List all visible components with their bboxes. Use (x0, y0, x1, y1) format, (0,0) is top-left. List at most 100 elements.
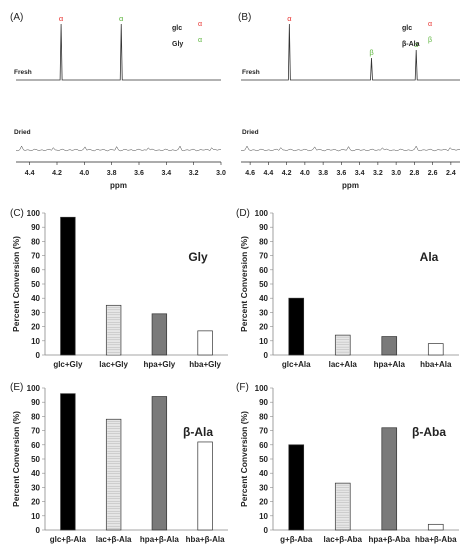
ppm-tick-label: 4.4 (25, 170, 35, 177)
ppm-axis-label: ppm (110, 181, 127, 190)
bar (288, 444, 305, 531)
legend-name: Gly (172, 41, 183, 48)
fresh-spectrum (16, 23, 221, 81)
y-tick-label: 100 (255, 384, 269, 393)
bar (197, 441, 213, 531)
y-tick-label: 50 (259, 280, 268, 289)
y-tick-label: 40 (259, 294, 268, 303)
y-tick-label: 10 (31, 512, 40, 521)
compound-name: β-Aba (412, 425, 446, 439)
y-tick-label: 70 (31, 427, 40, 436)
fresh-label: Fresh (14, 69, 32, 76)
ppm-tick-label: 3.0 (391, 170, 401, 177)
y-tick-label: 40 (31, 294, 40, 303)
ppm-tick-label: 3.4 (161, 170, 171, 177)
y-tick-label: 70 (259, 427, 268, 436)
y-tick-label: 80 (31, 412, 40, 421)
bar (60, 393, 76, 531)
y-tick-label: 10 (31, 337, 40, 346)
y-tick-label: 20 (259, 498, 268, 507)
ppm-tick-label: 3.4 (355, 170, 365, 177)
peak-marker: α (414, 40, 419, 49)
ppm-tick-label: 2.4 (446, 170, 456, 177)
bar-panel: (E) 0 10 20 30 40 50 60 70 80 90 100 Percent Convers… (10, 382, 228, 544)
bar (105, 418, 122, 531)
y-tick-label: 0 (36, 351, 41, 360)
ppm-tick-label: 4.6 (245, 170, 255, 177)
ppm-tick-label: 4.0 (79, 170, 89, 177)
ppm-tick-label: 4.4 (264, 170, 274, 177)
nmr-panels: (A) Fresh Dried α α 4.4 4.2 4.0 3.8 3.6 3.4 3.2 3.0 p… (10, 12, 461, 190)
panel-label: (C) (10, 208, 24, 219)
y-tick-label: 70 (259, 252, 268, 261)
panel-label: (B) (238, 12, 251, 23)
y-tick-label: 20 (259, 323, 268, 332)
panel-label: (A) (10, 12, 23, 23)
bar (334, 334, 351, 356)
legend-symbol: β (428, 37, 432, 44)
x-tick-label: hba+Ala (420, 360, 452, 369)
bar-panel: (D) 0 10 20 30 40 50 60 70 80 90 100 Percent Convers… (236, 208, 459, 369)
bar (427, 523, 444, 531)
bar (334, 482, 351, 531)
peak-marker: β (369, 48, 374, 57)
y-tick-label: 70 (31, 252, 40, 261)
nmr-panel: (A) Fresh Dried α α 4.4 4.2 4.0 3.8 3.6 3.4 3.2 3.0 p… (10, 12, 226, 190)
y-tick-label: 80 (259, 237, 268, 246)
bar (288, 297, 305, 356)
y-tick-label: 100 (255, 209, 269, 218)
ppm-tick-label: 3.8 (318, 170, 328, 177)
x-tick-label: hpa+Ala (374, 360, 406, 369)
bar (381, 427, 398, 531)
legend-symbol: α (198, 37, 202, 44)
ppm-tick-label: 4.2 (282, 170, 292, 177)
bar (60, 216, 76, 356)
ppm-tick-label: 2.6 (428, 170, 438, 177)
compound-name: Gly (188, 250, 208, 264)
ppm-tick-label: 4.2 (52, 170, 62, 177)
dried-spectrum (15, 145, 222, 152)
y-tick-label: 60 (259, 266, 268, 275)
legend-name: glc (172, 25, 182, 32)
x-tick-label: lac+Gly (99, 360, 128, 369)
peak-marker: α (287, 14, 292, 23)
y-tick-label: 90 (31, 398, 40, 407)
panel-label: (E) (10, 382, 23, 393)
y-tick-label: 60 (31, 441, 40, 450)
y-tick-label: 0 (264, 526, 269, 535)
peak-marker: α (119, 14, 124, 23)
dried-spectrum (240, 145, 461, 152)
legend-symbol: α (428, 21, 432, 28)
y-tick-label: 50 (31, 280, 40, 289)
y-tick-label: 0 (36, 526, 41, 535)
fresh-label: Fresh (242, 69, 260, 76)
y-tick-label: 30 (259, 308, 268, 317)
y-tick-label: 80 (259, 412, 268, 421)
y-tick-label: 20 (31, 323, 40, 332)
bar (151, 313, 168, 356)
bar (427, 343, 444, 356)
y-tick-label: 60 (259, 441, 268, 450)
x-tick-label: glc+Ala (282, 360, 311, 369)
y-tick-label: 40 (259, 469, 268, 478)
x-tick-label: hba+β-Ala (186, 535, 225, 544)
bar (381, 336, 398, 356)
x-tick-label: g+β-Aba (280, 535, 313, 544)
x-tick-label: hpa+β-Aba (368, 535, 410, 544)
y-tick-label: 90 (259, 398, 268, 407)
y-tick-label: 0 (264, 351, 269, 360)
nmr-panel: (B) Fresh Dried α β α 4.6 4.4 4.2 4.0 3.8 3.6 3.4 3.2… (238, 12, 461, 190)
x-tick-label: glc+Gly (53, 360, 83, 369)
y-tick-label: 50 (31, 455, 40, 464)
ppm-tick-label: 3.0 (216, 170, 226, 177)
bar-panel: (C) 0 10 20 30 40 50 60 70 80 90 100 Percent Convers… (10, 208, 228, 369)
x-tick-label: hba+Gly (189, 360, 221, 369)
y-tick-label: 100 (27, 209, 41, 218)
ppm-tick-label: 3.6 (134, 170, 144, 177)
dried-label: Dried (242, 129, 259, 136)
y-tick-label: 60 (31, 266, 40, 275)
x-tick-label: hpa+β-Ala (140, 535, 179, 544)
y-tick-label: 100 (27, 384, 41, 393)
